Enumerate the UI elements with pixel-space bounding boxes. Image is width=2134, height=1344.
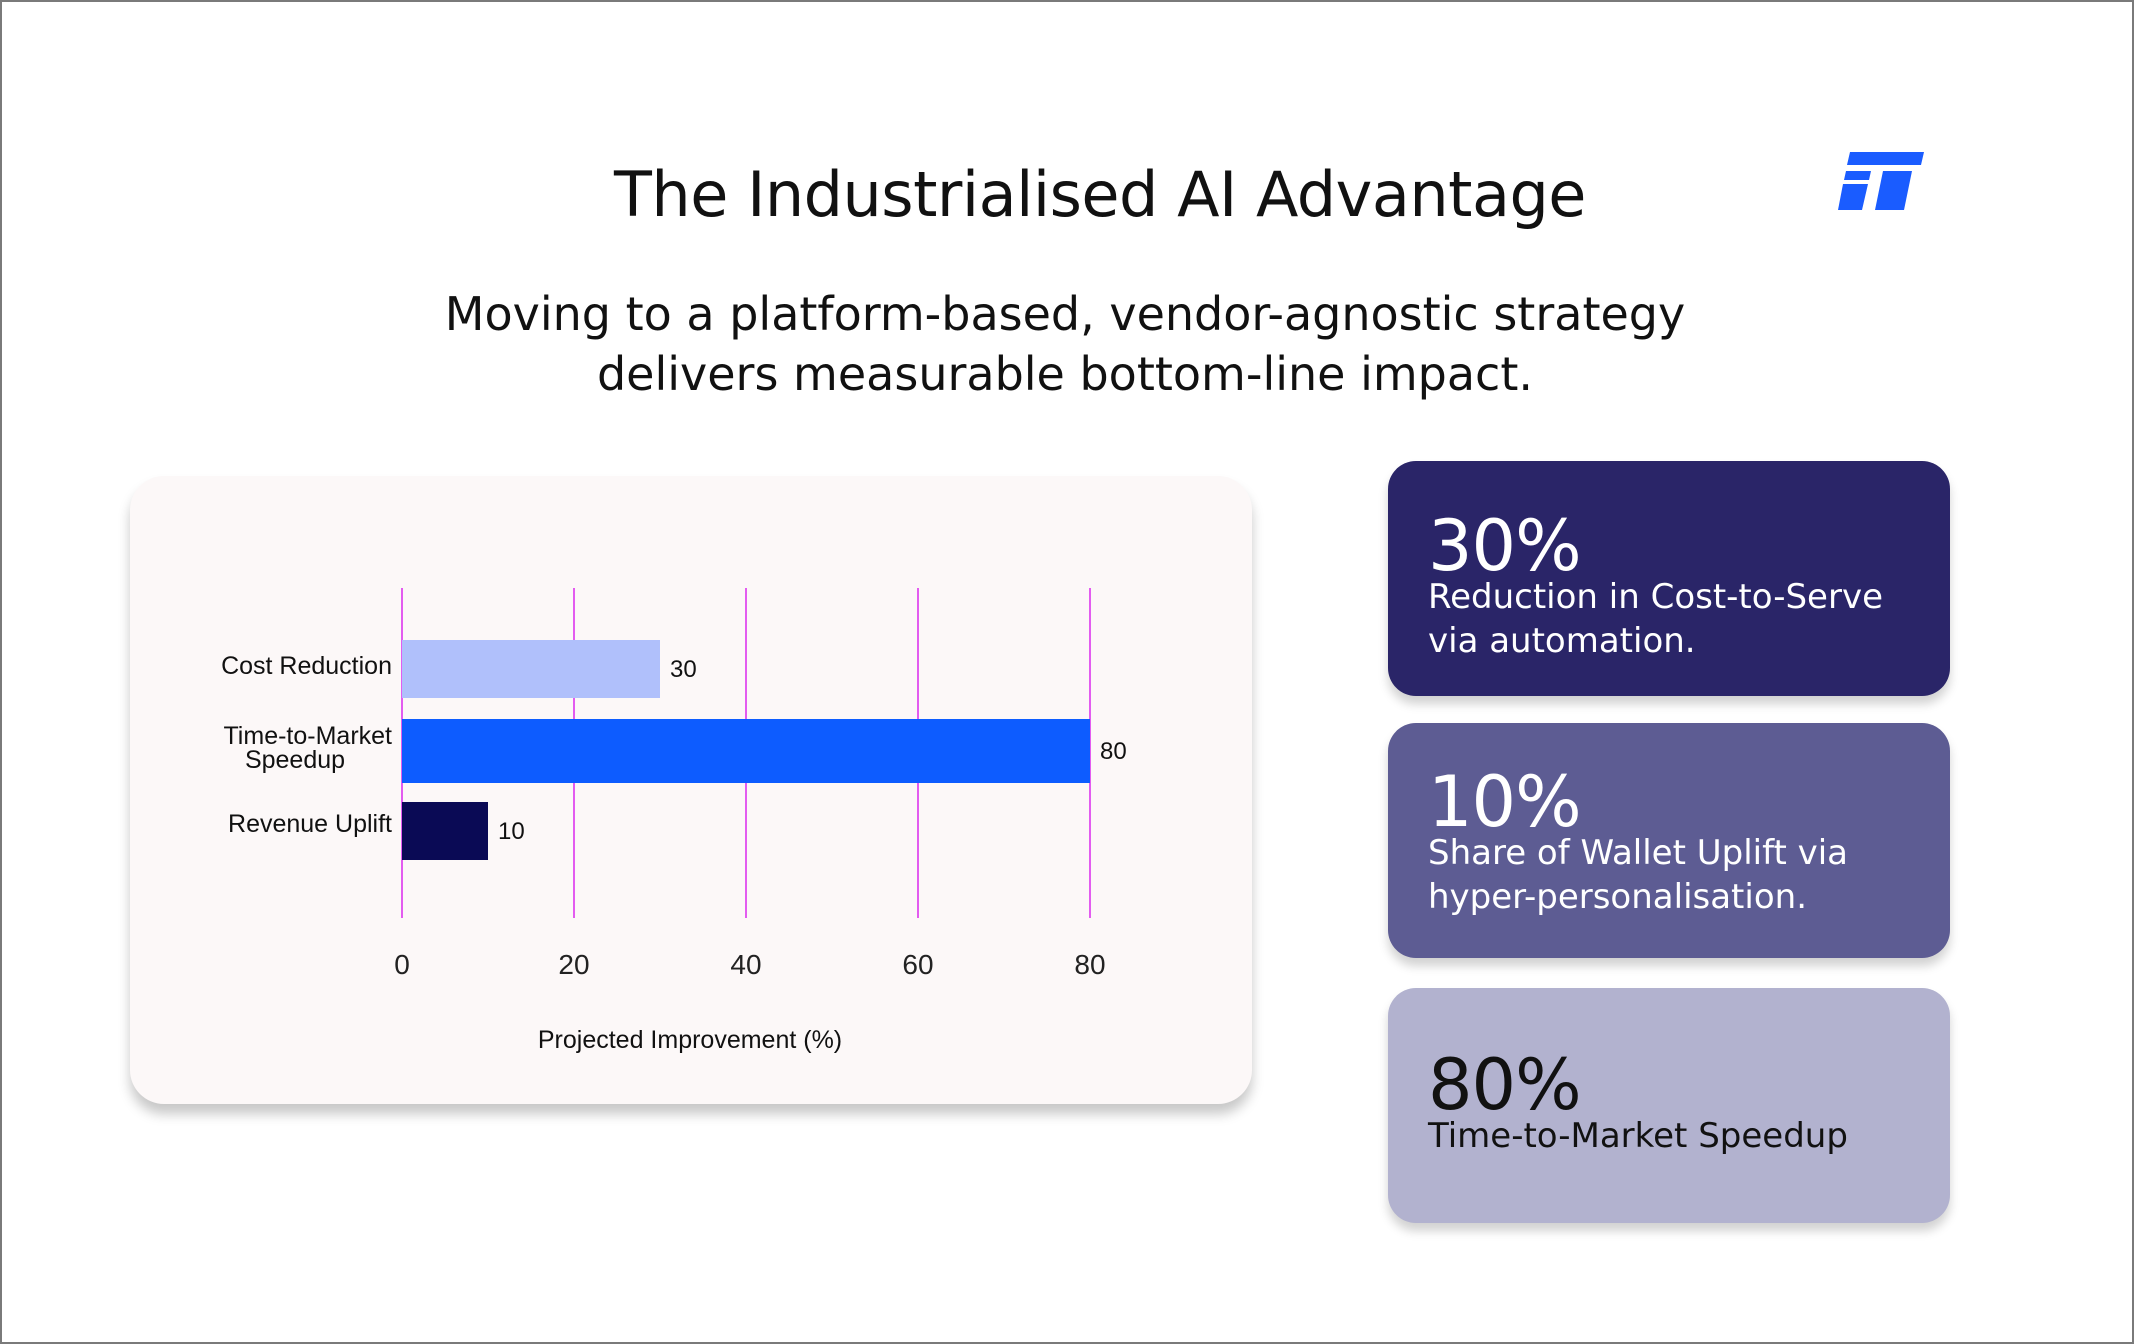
stat-value: 80% — [1428, 1044, 1582, 1126]
bar — [402, 640, 660, 698]
category-label: Revenue Uplift — [228, 810, 392, 838]
ft-logo-icon — [1838, 152, 1924, 210]
stat-description-line-2: hyper-personalisation. — [1428, 877, 1807, 917]
x-tick-label: 20 — [558, 949, 589, 980]
page-subtitle: Moving to a platform-based, vendor-agnos… — [1, 284, 2129, 404]
x-tick-label: 0 — [394, 949, 410, 980]
category-label: Time-to-Market — [223, 722, 392, 750]
stat-description: Reduction in Cost-to-Serve via automatio… — [1428, 575, 1928, 663]
stat-card-cost: 30% Reduction in Cost-to-Serve via autom… — [1388, 461, 1950, 696]
stat-description: Time-to-Market Speedup — [1428, 1114, 1928, 1158]
x-tick-label: 60 — [902, 949, 933, 980]
stat-description: Share of Wallet Uplift via hyper-persona… — [1428, 831, 1928, 919]
bar-chart: 30 80 10 Cost Reduction Time-to-MarketSpeedu… — [221, 588, 1127, 1054]
data-label: 80 — [1100, 738, 1127, 765]
x-tick-label: 80 — [1074, 949, 1105, 980]
x-axis-label: Projected Improvement (%) — [538, 1026, 842, 1054]
category-label: Cost Reduction — [221, 652, 392, 680]
stat-description-line-2: via automation. — [1428, 621, 1696, 661]
x-tick-label: 40 — [730, 949, 761, 980]
subtitle-line-1: Moving to a platform-based, vendor-agnos… — [444, 287, 1686, 341]
page-title: The Industrialised AI Advantage — [614, 158, 1586, 231]
category-label: Speedup — [245, 746, 345, 774]
stat-description-line-1: Share of Wallet Uplift via — [1428, 833, 1849, 873]
subtitle-line-2: delivers measurable bottom-line impact. — [596, 347, 1534, 401]
stat-value: 30% — [1428, 505, 1582, 587]
stat-description-line-1: Reduction in Cost-to-Serve — [1428, 577, 1883, 617]
stat-value: 10% — [1428, 761, 1582, 843]
data-label: 30 — [670, 656, 697, 683]
stat-description-line-1: Time-to-Market Speedup — [1428, 1116, 1848, 1156]
chart-card: 30 80 10 Cost Reduction Time-to-Market Speedu… — [130, 476, 1252, 1104]
bar — [402, 802, 488, 860]
stat-card-wallet: 10% Share of Wallet Uplift via hyper-per… — [1388, 723, 1950, 958]
bar — [402, 719, 1090, 783]
stat-card-speed: 80% Time-to-Market Speedup — [1388, 988, 1950, 1223]
data-label: 10 — [498, 818, 525, 845]
